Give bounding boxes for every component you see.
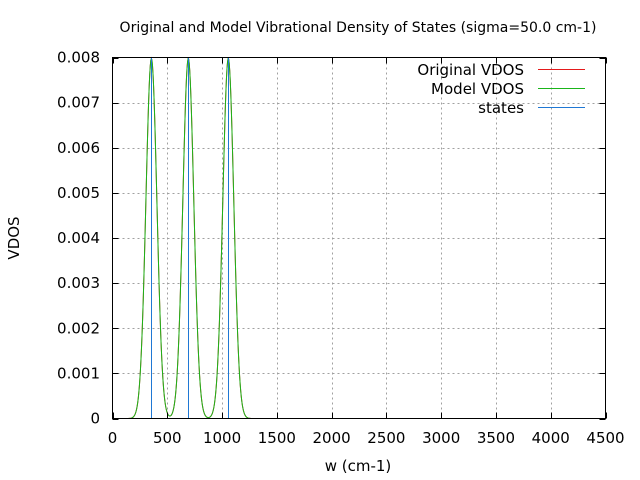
x-tick-label: 2000 [313,429,351,447]
y-tick-label: 0 [90,410,100,428]
x-tick-label: 1000 [203,429,241,447]
x-tick-label: 3000 [422,429,460,447]
legend-label: states [478,99,524,117]
y-tick-label: 0.002 [57,319,100,337]
x-tick-label: 4500 [586,429,624,447]
y-tick-label: 0.008 [57,49,100,67]
legend-label: Model VDOS [431,80,524,98]
axis-ticks [112,57,607,420]
x-tick-label: 2500 [367,429,405,447]
x-tick-label: 4000 [532,429,570,447]
x-axis-label: w (cm-1) [325,457,392,475]
y-tick-label: 0.005 [57,184,100,202]
x-tick-label: 0 [108,429,118,447]
y-tick-label: 0.006 [57,139,100,157]
legend-label: Original VDOS [417,61,524,79]
x-tick-label: 500 [153,429,182,447]
grid [112,57,606,419]
x-tick-labels: 0 500 1000 1500 2000 2500 3000 3500 4000 4500 [108,429,625,447]
y-tick-label: 0.007 [57,94,100,112]
y-tick-label: 0.004 [57,229,100,247]
y-tick-labels: 0 0.001 0.002 0.003 0.004 0.005 0.006 0.007 0.00… [57,49,100,428]
chart-title: Original and Model Vibrational Density o… [120,20,597,36]
x-tick-label: 1500 [258,429,296,447]
y-tick-label: 0.001 [57,364,100,382]
y-axis-label: VDOS [5,216,23,259]
x-tick-label: 3500 [477,429,515,447]
y-tick-label: 0.003 [57,274,100,292]
